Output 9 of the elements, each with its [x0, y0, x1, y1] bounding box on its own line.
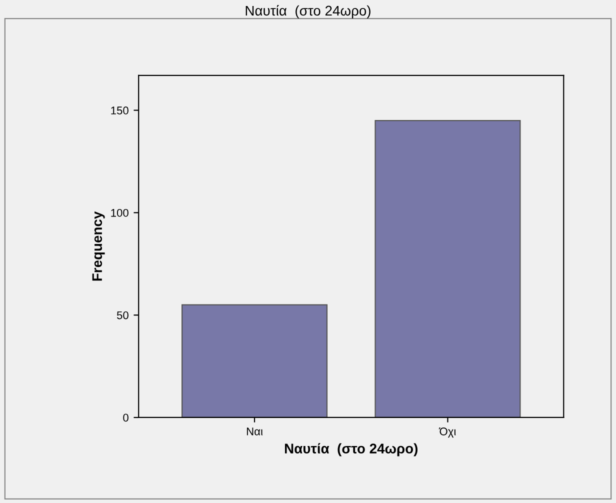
x-axis-title: Ναυτία (στο 24ωρο) — [284, 443, 418, 456]
y-tick-label: 0 — [123, 414, 128, 422]
x-tick-label: Όχι — [438, 428, 456, 438]
y-tick-label: 100 — [111, 208, 128, 217]
chart-title: Ναυτία (στο 24ωρο) — [246, 5, 370, 18]
y-tick-label: 50 — [116, 311, 128, 320]
y-axis-title: Frequency — [92, 211, 105, 281]
y-tick-label: 150 — [111, 106, 128, 114]
x-tick-label: Ναι — [246, 428, 263, 436]
